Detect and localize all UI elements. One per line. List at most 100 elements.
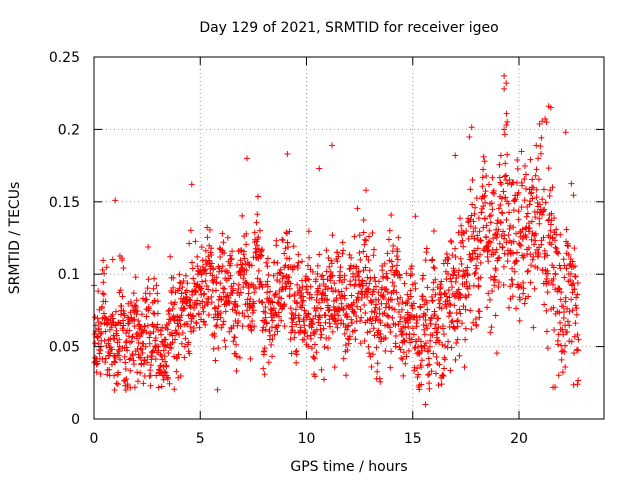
data-point [545,165,552,172]
data-point [372,304,379,311]
data-point [152,337,159,344]
data-point [348,292,355,299]
data-point [465,235,472,242]
y-tick-label: 0.25 [49,50,80,66]
data-point [509,265,516,272]
data-point [134,308,141,315]
data-point [535,176,542,183]
data-point [131,316,138,323]
data-point [445,287,452,294]
data-point [480,153,487,160]
data-point [480,203,487,210]
data-point [320,325,327,332]
data-point [391,306,398,313]
data-point [281,250,288,257]
data-point [448,344,455,351]
data-point [316,165,323,172]
data-point [563,226,570,233]
data-point [520,290,527,297]
data-point [304,262,311,269]
data-point [555,372,562,379]
data-point [377,319,384,326]
data-point [130,361,137,368]
data-point [525,228,532,235]
data-point [571,286,578,293]
data-point [487,329,494,336]
data-point [490,235,497,242]
data-point [490,276,497,283]
data-point [160,347,167,354]
data-point [240,275,247,282]
data-point [199,298,206,305]
data-point [366,280,373,287]
data-point [361,302,368,309]
data-point [371,246,378,253]
data-point [555,250,562,257]
data-point [415,371,422,378]
data-point [313,349,320,356]
data-point [138,311,145,318]
data-point [366,350,373,357]
data-point [139,349,146,356]
data-point [286,274,293,281]
data-point [447,367,454,374]
data-point [524,268,531,275]
data-point [167,253,174,260]
data-point [247,296,254,303]
data-point [413,312,420,319]
data-point [201,267,208,274]
data-point [334,258,341,265]
data-point [357,256,364,263]
data-point [263,259,270,266]
data-point [329,142,335,149]
data-point [189,265,196,272]
data-point [133,311,140,318]
data-point [548,210,555,217]
data-point [532,172,539,179]
data-point [338,288,345,295]
data-point [308,345,315,352]
data-point [471,210,478,217]
data-point [519,182,526,189]
data-point [163,363,170,370]
data-point [249,309,256,316]
y-tick-label: 0.1 [58,267,80,283]
data-point [229,248,236,255]
data-point [284,151,291,158]
data-point [467,223,474,230]
data-point [219,230,226,237]
data-point [484,243,491,250]
data-point [504,258,511,265]
data-point [214,316,221,323]
data-point [424,325,431,332]
data-point [201,319,208,326]
data-point [475,282,482,289]
data-point [505,200,512,207]
data-point [204,234,211,241]
data-point [483,222,490,229]
data-point [474,245,481,252]
data-point [245,313,252,320]
data-point [386,227,393,234]
data-point [489,174,496,181]
data-point [129,333,136,340]
data-point [97,371,104,378]
data-point [544,289,551,296]
data-point [146,334,153,341]
data-point [565,251,572,258]
data-point [480,224,487,231]
data-point [203,261,210,268]
data-point [122,387,129,394]
data-point [574,381,581,388]
data-point [407,287,414,294]
data-point [322,319,329,326]
data-point [368,299,375,306]
data-point [344,326,351,333]
data-point [314,270,321,277]
data-point [270,305,277,312]
data-point [340,307,347,314]
data-point [115,346,122,353]
data-point [482,215,489,222]
data-point [559,326,566,333]
data-point [180,295,187,302]
